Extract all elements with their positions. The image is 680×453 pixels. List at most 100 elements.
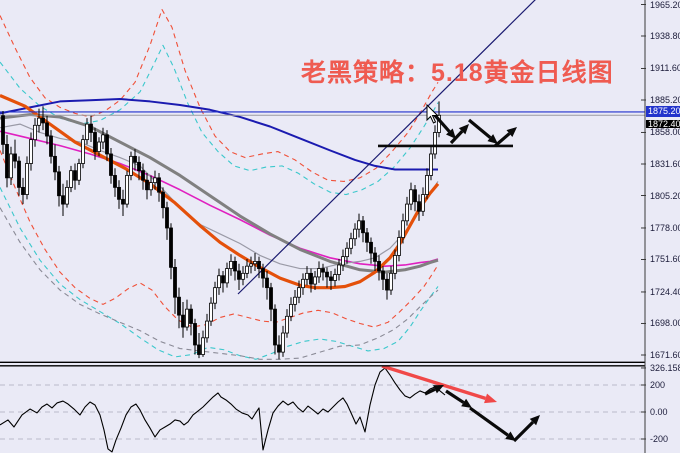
- candle-bearish: [173, 266, 177, 298]
- band-gray: [0, 207, 439, 360]
- candle-bearish: [265, 277, 269, 289]
- candle-bullish: [153, 177, 157, 184]
- indicator-black-arrow-4: [512, 415, 540, 443]
- price-axis-label: 1831.60: [650, 158, 680, 169]
- candlestick-series: [1, 101, 441, 360]
- indicator-axis-label: -200: [650, 434, 669, 444]
- main-chart-area: [0, 0, 645, 360]
- candle-bearish: [413, 189, 417, 203]
- candle-bullish: [33, 124, 37, 141]
- candle-bullish: [149, 182, 153, 191]
- candle-bullish: [125, 175, 129, 205]
- candle-bullish: [393, 255, 397, 274]
- candle-bearish: [365, 232, 369, 243]
- candle-bearish: [193, 323, 197, 346]
- candle-bearish: [277, 344, 281, 353]
- indicator-line: [0, 367, 446, 453]
- price-axis-label: 1778.00: [650, 222, 680, 233]
- candle-bearish: [165, 207, 169, 229]
- candle-bullish: [305, 272, 309, 280]
- candle-bearish: [233, 261, 237, 272]
- candle-bearish: [53, 155, 57, 173]
- candle-bearish: [41, 117, 45, 124]
- candle-bullish: [101, 134, 105, 143]
- candle-bullish: [65, 186, 69, 205]
- candle-bearish: [269, 287, 273, 310]
- candle-bullish: [69, 170, 73, 188]
- price-axis-label: 1751.60: [650, 254, 680, 265]
- ma-magenta: [0, 130, 439, 267]
- candle-bearish: [61, 195, 65, 205]
- candle-bullish: [85, 123, 89, 141]
- indicator-black-arrow-3: [469, 406, 516, 441]
- candle-bullish: [317, 268, 321, 278]
- band-red-upper: [0, 8, 439, 182]
- candle-bullish: [301, 278, 305, 289]
- candle-bullish: [217, 275, 221, 289]
- candle-bearish: [325, 271, 329, 278]
- indicator-panel: [0, 366, 642, 453]
- candle-bullish: [285, 315, 289, 334]
- candle-bearish: [417, 201, 421, 212]
- chart-watermark-title: 老黑策略：5.18黄金日线图: [301, 59, 614, 87]
- candle-bearish: [157, 177, 161, 193]
- candle-bearish: [181, 314, 185, 328]
- candle-bearish: [197, 344, 201, 355]
- candle-bearish: [13, 153, 17, 162]
- candle-bullish: [229, 261, 233, 269]
- candle-bearish: [133, 155, 137, 163]
- candle-bullish: [313, 276, 317, 285]
- projection-arrow-2: [449, 124, 469, 145]
- candle-bearish: [5, 144, 9, 179]
- candle-bullish: [341, 256, 345, 266]
- indicator-axis-label: 200: [650, 380, 666, 390]
- candle-bearish: [221, 275, 225, 284]
- candle-bullish: [213, 287, 217, 304]
- candle-bearish: [261, 268, 265, 279]
- price-axis-label: 1885.20: [650, 95, 680, 105]
- candle-bullish: [25, 163, 29, 195]
- candle-bearish: [385, 278, 389, 291]
- candle-bullish: [429, 153, 433, 176]
- candle-bearish: [57, 171, 61, 197]
- candle-bullish: [345, 247, 349, 258]
- candle-bearish: [177, 296, 181, 316]
- last-price-tag: 1872.40: [646, 119, 680, 128]
- candle-bullish: [81, 139, 85, 164]
- candle-bullish: [249, 263, 253, 267]
- price-axis-label: 1671.60: [650, 349, 680, 360]
- candle-bullish: [205, 320, 209, 339]
- indicator-axis-label: 326.1589: [650, 362, 680, 373]
- candle-bullish: [253, 261, 257, 265]
- candle-bullish: [421, 194, 425, 212]
- candle-bearish: [361, 220, 365, 234]
- candle-bullish: [349, 238, 353, 249]
- indicator-black-arrow-1: [424, 385, 444, 396]
- candle-bearish: [381, 270, 385, 280]
- candle-bearish: [45, 122, 49, 137]
- candle-bullish: [281, 332, 285, 353]
- projection-arrow-3: [467, 118, 498, 144]
- candle-bullish: [357, 220, 361, 230]
- candle-bullish: [225, 268, 229, 284]
- candle-bullish: [389, 272, 393, 291]
- candle-bullish: [201, 337, 205, 355]
- price-axis-label: 1858.00: [650, 127, 680, 138]
- candle-bearish: [73, 170, 77, 181]
- price-axis-label: 1938.80: [650, 31, 680, 41]
- candle-bearish: [169, 227, 173, 268]
- candle-bullish: [209, 302, 213, 322]
- mouse-cursor-icon: [426, 103, 439, 124]
- candle-bearish: [377, 261, 381, 272]
- candle-bearish: [89, 123, 93, 133]
- candle-bullish: [29, 139, 33, 164]
- candle-bullish: [425, 175, 429, 195]
- candle-bullish: [433, 132, 437, 155]
- price-axis-label: 1724.40: [650, 286, 680, 297]
- candle-bearish: [121, 198, 125, 205]
- candle-bearish: [117, 186, 121, 200]
- ma-long-navy: [0, 98, 438, 171]
- candle-bearish: [21, 186, 25, 195]
